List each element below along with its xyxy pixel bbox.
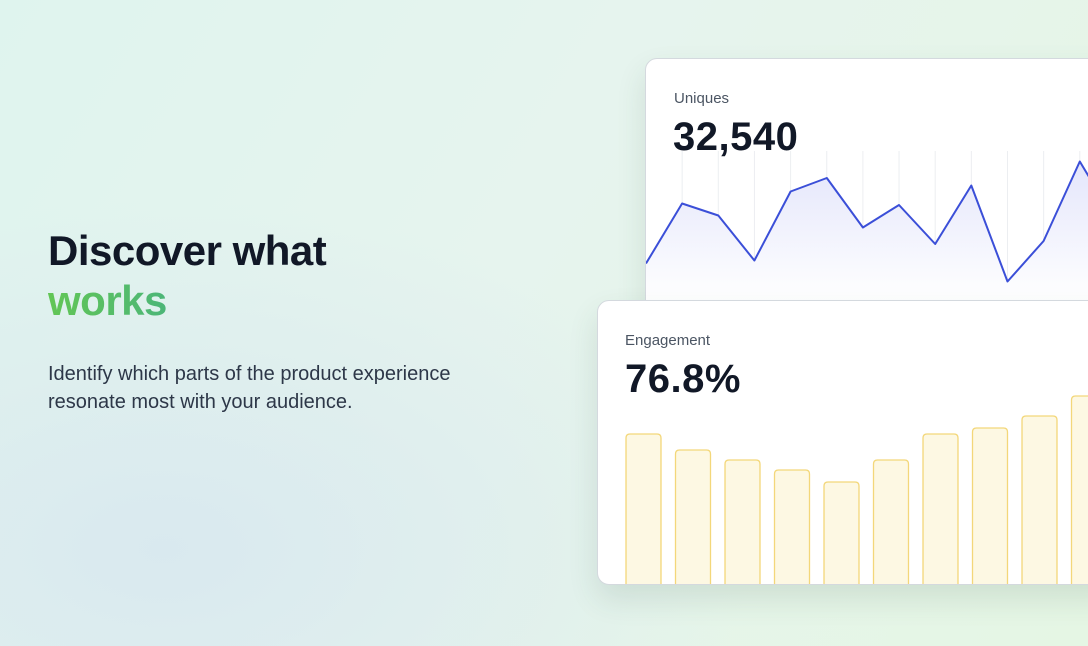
card-value: 76.8% — [625, 357, 741, 401]
hero-title: Discover what works — [48, 226, 327, 326]
line — [646, 160, 1088, 283]
card-label: Engagement — [625, 332, 711, 349]
bar — [872, 459, 910, 584]
title-highlight: works — [48, 276, 326, 326]
card-label: Uniques — [674, 90, 730, 107]
line-chart — [646, 151, 1088, 301]
uniques-card: Uniques 32,540 — [645, 58, 1088, 330]
bar — [1070, 395, 1088, 584]
bar — [922, 433, 959, 584]
bar — [625, 433, 662, 584]
bar — [823, 481, 860, 584]
card-value: 32,540 — [673, 115, 799, 159]
hero-description: Identify which parts of the product expe… — [48, 363, 451, 413]
bar — [674, 449, 712, 584]
bar — [773, 469, 811, 584]
line-area — [646, 161, 1088, 301]
engagement-card: Engagement 76.8% — [597, 300, 1088, 585]
bar — [724, 459, 761, 584]
bar — [1021, 415, 1058, 584]
bar-chart — [625, 395, 1088, 584]
bar — [971, 427, 1009, 584]
title-text: Discover what — [48, 227, 327, 274]
